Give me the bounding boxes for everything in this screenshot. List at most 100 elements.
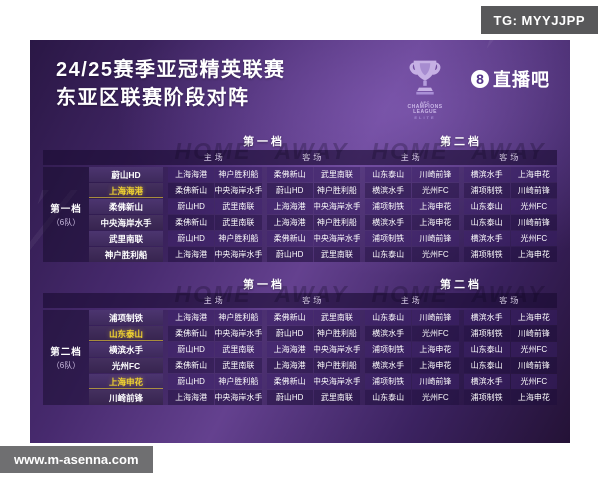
team-cell: 武里南联 — [89, 231, 163, 246]
opponent-group: 山东泰山 川崎前锋 — [365, 310, 459, 325]
opponent-group: 浦项制铁 川崎前锋 — [463, 326, 557, 341]
opponent-group: 上海海港 中央海岸水手 — [266, 199, 360, 214]
tier-label: 第二档 （6队） — [43, 310, 89, 405]
opponent-group: 山东泰山 川崎前锋 — [463, 358, 557, 373]
pot-group-header: 第一档 — [243, 279, 285, 291]
team-spacer — [89, 134, 163, 148]
home-away-header-row: 主场 客场 主场 客场 — [43, 293, 557, 308]
opponent-cell: 横滨水手 — [365, 358, 412, 373]
opponent-cell: 上海申花 — [510, 310, 557, 325]
opponent-cell: 横滨水手 — [463, 374, 510, 389]
opponent-cell: 蔚山HD — [168, 231, 215, 246]
opponent-group: 柔佛新山 中央海岸水手 — [168, 183, 262, 198]
opponent-cell: 山东泰山 — [463, 342, 510, 357]
tier-spacer — [43, 277, 89, 291]
home-away-subheader: 主场 — [400, 153, 423, 162]
opponent-cell: 上海海港 — [168, 310, 215, 325]
opponent-cell: 横滨水手 — [463, 231, 510, 246]
trophy-icon — [409, 60, 441, 95]
opponent-group: 蔚山HD 神户胜利船 — [266, 183, 360, 198]
opponent-cell: 浦项制铁 — [463, 247, 510, 262]
fixture-row: 神户胜利船 上海海港 中央海岸水手 蔚山HD 武里南联 山东泰山 光州FC 浦项制铁 上海申花 — [43, 247, 557, 262]
opponent-cell: 山东泰山 — [463, 199, 510, 214]
opponent-cell: 武里南联 — [215, 199, 262, 214]
opponent-group: 柔佛新山 武里南联 — [266, 167, 360, 182]
opponent-cell: 蔚山HD — [266, 326, 313, 341]
opponent-cell: 川崎前锋 — [412, 310, 459, 325]
opponent-cell: 浦项制铁 — [463, 183, 510, 198]
opponent-cell: 柔佛新山 — [266, 310, 313, 325]
fixture-row: 川崎前锋 上海海港 中央海岸水手 蔚山HD 武里南联 山东泰山 光州FC 浦项制铁 上海申花 — [43, 390, 557, 405]
opponent-cell: 蔚山HD — [168, 199, 215, 214]
tier-label-name: 第二档 — [50, 347, 82, 358]
opponent-cell: 神户胜利船 — [215, 374, 262, 389]
opponent-cell: 山东泰山 — [365, 167, 412, 182]
opponent-cell: 上海申花 — [510, 390, 557, 405]
opponent-group: 蔚山HD 武里南联 — [168, 199, 262, 214]
trophy-caption-line: LEAGUE — [413, 109, 437, 115]
opponent-cell: 中央海岸水手 — [313, 199, 360, 214]
pot-group-header: 第二档 — [440, 279, 482, 291]
opponent-group: 山东泰山 光州FC — [365, 390, 459, 405]
opponent-cell: 蔚山HD — [168, 342, 215, 357]
fixture-row: 浦项制铁 上海海港 神户胜利船 柔佛新山 武里南联 山东泰山 川崎前锋 横滨水手 上海申花 — [43, 310, 557, 325]
team-cell: 浦项制铁 — [89, 310, 163, 325]
pot-header-row: 第一档 第二档 — [43, 134, 557, 148]
opponent-group: 上海海港 中央海岸水手 — [266, 342, 360, 357]
opponent-cell: 山东泰山 — [365, 310, 412, 325]
opponent-cell: 中央海岸水手 — [215, 247, 262, 262]
fixture-row: 横滨水手 蔚山HD 武里南联 上海海港 中央海岸水手 浦项制铁 上海申花 山东泰山 光州FC — [43, 342, 557, 357]
opponent-cell: 神户胜利船 — [313, 326, 360, 341]
opponent-group: 蔚山HD 武里南联 — [266, 390, 360, 405]
opponent-cell: 柔佛新山 — [168, 326, 215, 341]
home-away-subheader: 客场 — [302, 296, 325, 305]
table-body: 第一档 （6队） 蔚山HD 上海海港 神户胜利船 柔佛新山 武里南联 山东泰山 川崎前锋 横滨水手… — [43, 167, 557, 262]
opponent-group: 山东泰山 光州FC — [463, 342, 557, 357]
opponent-cell: 川崎前锋 — [510, 358, 557, 373]
opponent-group: 横滨水手 上海申花 — [463, 310, 557, 325]
tier-spacer — [43, 134, 89, 148]
opponent-group: 蔚山HD 神户胜利船 — [168, 231, 262, 246]
opponent-cell: 中央海岸水手 — [313, 342, 360, 357]
opponent-cell: 横滨水手 — [365, 326, 412, 341]
opponent-cell: 柔佛新山 — [168, 183, 215, 198]
table-body: 第二档 （6队） 浦项制铁 上海海港 神户胜利船 柔佛新山 武里南联 山东泰山 川崎前锋 横滨水手… — [43, 310, 557, 405]
telegram-watermark: TG: MYYJJPP — [480, 6, 598, 34]
opponent-group: 上海海港 神户胜利船 — [168, 167, 262, 182]
opponent-cell: 光州FC — [412, 326, 459, 341]
home-away-subheader: 主场 — [400, 296, 423, 305]
team-cell: 神户胜利船 — [89, 247, 163, 262]
opponent-cell: 光州FC — [510, 199, 557, 214]
opponent-group: 山东泰山 光州FC — [463, 199, 557, 214]
opponent-cell: 浦项制铁 — [463, 326, 510, 341]
fixture-row: 柔佛新山 蔚山HD 武里南联 上海海港 中央海岸水手 浦项制铁 上海申花 山东泰山 光州FC — [43, 199, 557, 214]
home-away-subheader: 主场 — [203, 153, 226, 162]
opponent-cell: 光州FC — [510, 374, 557, 389]
opponent-group: 山东泰山 川崎前锋 — [365, 167, 459, 182]
opponent-cell: 武里南联 — [215, 342, 262, 357]
fixture-row: 光州FC 柔佛新山 武里南联 上海海港 神户胜利船 横滨水手 上海申花 山东泰山 川崎前锋 — [43, 358, 557, 373]
opponent-cell: 浦项制铁 — [365, 374, 412, 389]
tier-label: 第一档 （6队） — [43, 167, 89, 262]
trophy-caption: AFC CHAMPIONS LEAGUE ELITE — [407, 100, 442, 120]
opponent-cell: 神户胜利船 — [313, 215, 360, 230]
opponent-cell: 上海申花 — [412, 199, 459, 214]
opponent-group: 柔佛新山 中央海岸水手 — [168, 326, 262, 341]
opponent-group: 横滨水手 光州FC — [365, 326, 459, 341]
opponent-group: 横滨水手 上海申花 — [365, 358, 459, 373]
opponent-cell: 山东泰山 — [365, 247, 412, 262]
opponent-group: 蔚山HD 武里南联 — [168, 342, 262, 357]
tier-label-count: （6队） — [51, 361, 81, 370]
opponent-group: 浦项制铁 上海申花 — [365, 342, 459, 357]
opponent-group: 上海海港 中央海岸水手 — [168, 390, 262, 405]
opponent-cell: 神户胜利船 — [313, 358, 360, 373]
opponent-group: 山东泰山 光州FC — [365, 247, 459, 262]
home-away-group: 客场 — [464, 293, 558, 308]
zhibo8-logo: 8 直播吧 — [471, 66, 550, 92]
opponent-group: 蔚山HD 神户胜利船 — [266, 326, 360, 341]
opponent-cell: 柔佛新山 — [266, 167, 313, 182]
zhibo8-8-icon: 8 — [471, 70, 489, 88]
opponent-cell: 中央海岸水手 — [313, 374, 360, 389]
fixture-row: 中央海岸水手 柔佛新山 武里南联 上海海港 神户胜利船 横滨水手 上海申花 山东泰山 川崎前锋 — [43, 215, 557, 230]
opponent-group: 横滨水手 光州FC — [365, 183, 459, 198]
